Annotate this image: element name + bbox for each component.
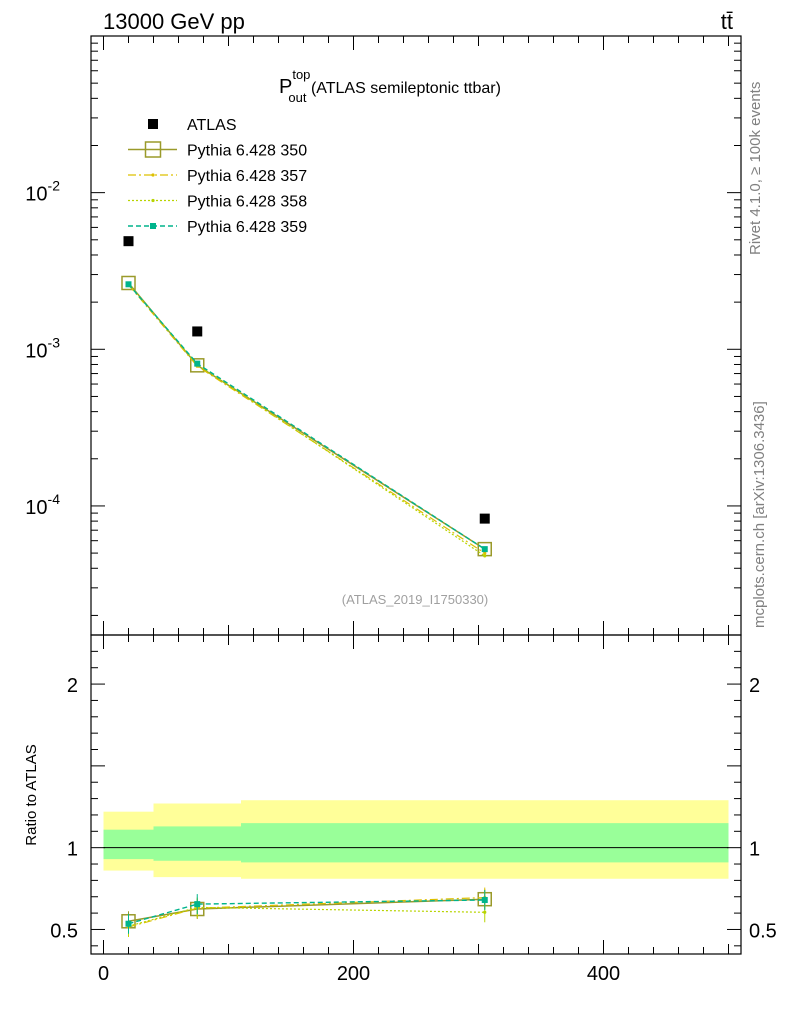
ratio-frame [90,634,742,955]
ratio-y-tick-label: 2 [749,675,760,697]
rivet-label: Rivet 4.1.0, ≥ 100k events [747,82,764,255]
ratio-y-tick-label: 0.5 [50,920,78,942]
p359-marker [194,901,201,908]
p359-marker [481,546,488,553]
atlas-marker [479,513,490,524]
p358-marker [483,910,487,914]
y-tick-label: 10-2 [25,178,60,206]
header-left: 13000 GeV pp [103,9,245,34]
analysis-label: (ATLAS_2019_I1750330) [342,592,488,607]
p357-line [128,284,486,554]
atlas-marker [192,326,203,337]
p350-marker [190,358,205,373]
ratio-y-tick-label: 1 [67,839,78,861]
header-right: tt̄ [721,9,733,34]
p359-marker [481,897,488,904]
p350-line [127,282,486,550]
p357-marker [483,551,487,555]
band-inner [103,829,154,860]
band-inner [241,823,729,863]
mcplots-label: mcplots.cern.ch [arXiv:1306.3436] [751,401,768,628]
legend-label-p350: Pythia 6.428 350 [187,143,307,160]
atlas-marker [123,236,134,247]
x-tick-label: 400 [587,963,620,985]
p350-marker [121,275,136,291]
p359-marker [125,281,132,288]
p359-marker [125,920,132,927]
p358-line [128,283,486,557]
p358-ratio-line [128,906,485,927]
y-tick-label: 10-4 [25,491,60,519]
y-tick-label: 10-3 [25,334,60,362]
x-tick-label: 200 [337,963,370,985]
ratio-y-tick-label: 2 [67,675,78,697]
ratio-y-tick-label: 1 [749,839,760,861]
p358-marker [151,198,155,203]
p359-line [127,283,486,550]
band-inner [153,826,241,861]
legend-label-p359: Pythia 6.428 359 [187,219,307,236]
plot-title: Ptop out (ATLAS semileptonic ttbar) [279,67,501,105]
title-main: P [279,76,292,98]
p350-marker [144,141,162,158]
p359-marker [194,360,201,367]
legend: ATLAS Pythia 6.428 350 Pythia 6.428 357 Pyt… [128,117,307,236]
legend-label-p357: Pythia 6.428 357 [187,168,307,185]
ratio-y-tick-label: 0.5 [749,920,777,942]
title-sup: top [292,67,310,82]
title-sub: out [288,90,306,105]
p357-marker [151,173,155,177]
p358-marker [483,554,487,558]
p359-marker [150,223,156,229]
title-rest: (ATLAS semileptonic ttbar) [307,80,501,97]
atlas-marker [148,119,158,129]
legend-label-p358: Pythia 6.428 358 [187,194,307,211]
x-tick-label: 0 [98,963,109,985]
ratio-ylabel: Ratio to ATLAS [23,744,40,845]
legend-label-atlas: ATLAS [187,117,237,134]
